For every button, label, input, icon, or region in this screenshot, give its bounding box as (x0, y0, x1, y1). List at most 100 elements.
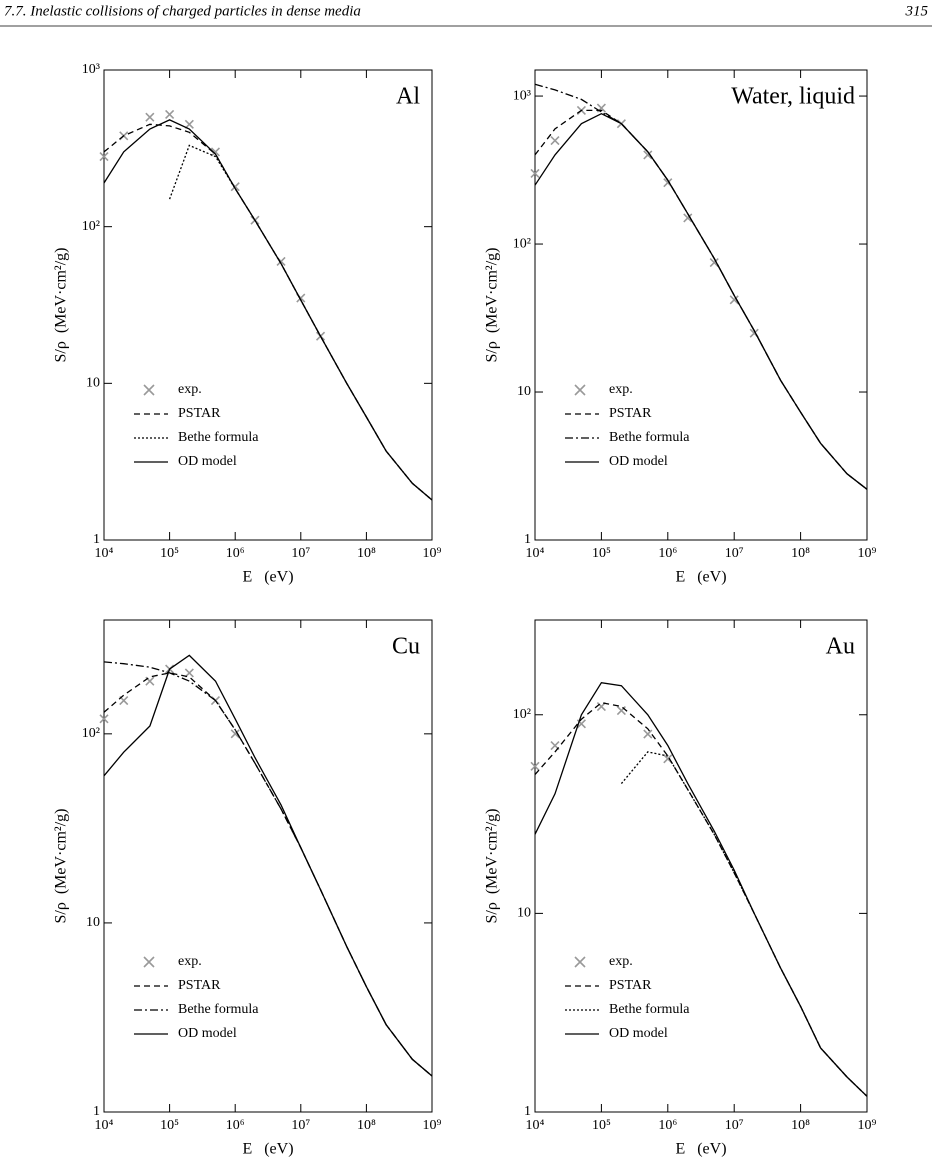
exp-point (683, 213, 693, 223)
x-axis-label: E (eV) (242, 569, 293, 586)
legend-symbol (574, 956, 586, 968)
legend-symbol (143, 384, 155, 396)
y-tick-label: 10² (82, 219, 100, 234)
exp-point (530, 168, 540, 178)
panel-label: Cu (392, 634, 420, 660)
x-tick-label: 10⁷ (291, 1118, 310, 1133)
y-axis-label: S/ρ (MeV·cm²/g) (53, 809, 70, 924)
x-tick-label: 10⁸ (357, 546, 376, 561)
series-line (168, 144, 433, 501)
exp-point (709, 257, 719, 268)
y-tick-label: 10³ (82, 62, 100, 77)
series-line (534, 112, 868, 490)
chart: 10⁴ 10⁵ 10⁶ 10⁷ 10⁸ 10⁹ 1 10 10² Cu E (eV) S/ρ (MeV… (53, 619, 442, 1158)
exp-point (99, 152, 109, 162)
x-tick-label: 10⁴ (95, 546, 114, 561)
exp-point (184, 668, 194, 678)
x-axis-label: E (eV) (675, 569, 726, 586)
x-tick-label: 10⁸ (791, 546, 810, 561)
series-line (534, 702, 868, 1097)
series-line (103, 119, 433, 501)
plot-frame (534, 69, 868, 541)
legend-label: Bethe formula (178, 1002, 259, 1017)
exp-point (616, 705, 626, 716)
x-tick-label: 10⁹ (858, 546, 877, 561)
y-tick-label: 10 (86, 915, 100, 930)
legend-label: OD model (178, 454, 237, 469)
plot-frame (103, 69, 433, 541)
exp-point (184, 119, 194, 129)
chart: 10⁴ 10⁵ 10⁶ 10⁷ 10⁸ 10⁹ 1 10 10² Au E (eV) S/ρ (MeV… (484, 619, 877, 1158)
exp-point (210, 147, 221, 157)
x-tick-label: 10⁹ (423, 1118, 442, 1133)
y-tick-label: 1 (524, 532, 531, 547)
x-tick-label: 10⁵ (160, 546, 179, 561)
x-tick-label: 10⁴ (526, 1118, 545, 1133)
exp-point (145, 112, 155, 122)
exp-point (230, 729, 240, 739)
x-tick-label: 10⁷ (291, 546, 310, 561)
legend-label: Bethe formula (178, 430, 259, 445)
x-tick-label: 10⁶ (658, 1118, 677, 1133)
y-axis-label: S/ρ (MeV·cm²/g) (484, 248, 501, 363)
legend-label: exp. (609, 954, 633, 969)
x-tick-label: 10⁸ (357, 1118, 376, 1133)
legend-label: OD model (609, 1026, 668, 1041)
exp-point (550, 136, 560, 146)
x-axis-label: E (eV) (242, 1141, 293, 1158)
legend-label: PSTAR (609, 406, 652, 421)
series-line (103, 672, 433, 1077)
x-tick-label: 10⁷ (725, 1118, 744, 1133)
y-tick-label: 10² (513, 236, 531, 251)
legend-symbol (143, 956, 155, 968)
series-line (103, 661, 433, 1077)
page-number: 315 (905, 3, 929, 19)
running-head: 7.7. Inelastic collisions of charged par… (4, 3, 361, 19)
x-tick-label: 10⁴ (95, 1118, 114, 1133)
exp-point (643, 729, 653, 739)
series-line (534, 109, 868, 490)
y-tick-label: 1 (93, 1104, 100, 1119)
x-tick-label: 10⁵ (160, 1118, 179, 1133)
y-tick-label: 10² (82, 726, 100, 741)
chart: 10⁴ 10⁵ 10⁶ 10⁷ 10⁸ 10⁹ 1 10 10² 10³ Al E (eV) S/ρ (… (53, 62, 442, 585)
panel-label: Al (396, 84, 420, 110)
exp-point (165, 109, 175, 120)
y-axis-label: S/ρ (MeV·cm²/g) (53, 248, 70, 363)
y-tick-label: 10 (86, 376, 100, 391)
x-tick-label: 10⁷ (725, 546, 744, 561)
exp-point (643, 150, 653, 160)
legend-label: Bethe formula (609, 430, 690, 445)
legend-label: OD model (609, 454, 668, 469)
x-tick-label: 10⁹ (423, 546, 442, 561)
y-axis-label: S/ρ (MeV·cm²/g) (484, 809, 501, 924)
y-tick-label: 10² (513, 707, 531, 722)
legend-label: exp. (178, 954, 202, 969)
x-tick-label: 10⁶ (658, 546, 677, 561)
legend-label: OD model (178, 1026, 237, 1041)
x-axis-label: E (eV) (675, 1141, 726, 1158)
x-tick-label: 10⁶ (226, 1118, 245, 1133)
plot-frame (534, 619, 868, 1113)
legend-label: exp. (178, 382, 202, 397)
exp-point (530, 761, 540, 771)
panel-label: Water, liquid (731, 84, 855, 110)
legend-label: exp. (609, 382, 633, 397)
y-tick-label: 1 (524, 1104, 531, 1119)
series-line (103, 654, 433, 1077)
series-line (534, 83, 868, 490)
x-tick-label: 10⁵ (592, 546, 611, 561)
y-tick-label: 1 (93, 532, 100, 547)
x-tick-label: 10⁹ (858, 1118, 877, 1133)
legend-label: PSTAR (609, 978, 652, 993)
chart: 10⁴ 10⁵ 10⁶ 10⁷ 10⁸ 10⁹ 1 10 10² 10³ Water, liquid… (484, 69, 877, 586)
x-tick-label: 10⁶ (226, 546, 245, 561)
panel-label: Au (826, 634, 855, 660)
exp-point (729, 295, 739, 305)
plot-frame (103, 619, 433, 1113)
exp-point (99, 714, 109, 724)
y-tick-label: 10³ (513, 88, 531, 103)
x-tick-label: 10⁴ (526, 546, 545, 561)
